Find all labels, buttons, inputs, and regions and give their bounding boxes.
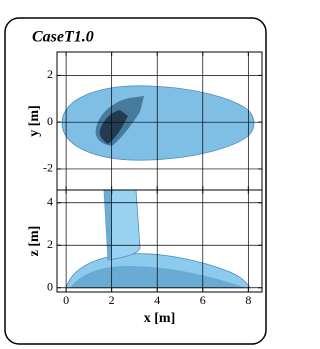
y-tick-label: 0 bbox=[47, 280, 53, 294]
x-axis-label: x [m] bbox=[144, 311, 176, 326]
y-tick-label: -2 bbox=[43, 161, 53, 175]
x-tick-label: 6 bbox=[200, 293, 206, 307]
figure: CaseT1.0 -2 0 2 y [m] 0 2 4 6 8 0 2 4 z [m] x [m] bbox=[0, 0, 271, 349]
chart-title: CaseT1.0 bbox=[32, 29, 94, 46]
x-tick-label: 4 bbox=[154, 293, 160, 307]
y-tick-label: 0 bbox=[47, 114, 53, 128]
y-tick-label: 2 bbox=[47, 67, 53, 81]
x-tick-label: 2 bbox=[109, 293, 115, 307]
y-tick-label: 2 bbox=[47, 237, 53, 251]
y-axis-label: z [m] bbox=[27, 226, 42, 257]
x-tick-label: 8 bbox=[245, 293, 251, 307]
x-tick-label: 0 bbox=[63, 293, 69, 307]
y-axis-label: y [m] bbox=[27, 105, 42, 137]
y-tick-label: 4 bbox=[47, 195, 53, 209]
frame-border bbox=[5, 18, 266, 344]
